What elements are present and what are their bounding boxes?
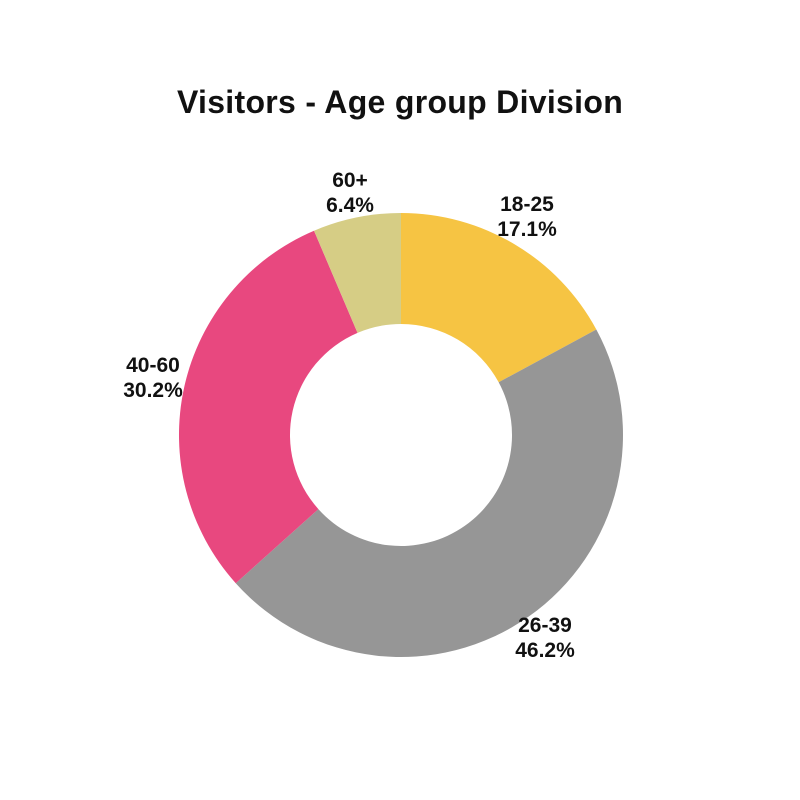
slice-category-label: 40-60 <box>126 354 180 377</box>
slice-percent-label: 46.2% <box>515 639 575 662</box>
slice-category-label: 18-25 <box>500 193 554 216</box>
chart-title: Visitors - Age group Division <box>176 84 624 120</box>
slice-category-label: 60+ <box>332 169 368 192</box>
donut-slice-26-39 <box>235 329 623 658</box>
slice-label-26-39: 26-39 46.2% <box>515 613 575 663</box>
donut-slice-60+ <box>314 213 401 333</box>
slice-category-label: 26-39 <box>518 614 572 637</box>
donut-slice-18-25 <box>401 213 597 383</box>
slice-percent-label: 30.2% <box>123 379 183 402</box>
slice-percent-label: 17.1% <box>497 218 557 241</box>
slice-label-18-25: 18-25 17.1% <box>497 192 557 242</box>
slice-label-40-60: 40-60 30.2% <box>123 353 183 403</box>
donut-slice-40-60 <box>178 230 358 584</box>
slice-percent-label: 6.4% <box>326 194 374 217</box>
slice-label-60-plus: 60+ 6.4% <box>326 168 374 218</box>
